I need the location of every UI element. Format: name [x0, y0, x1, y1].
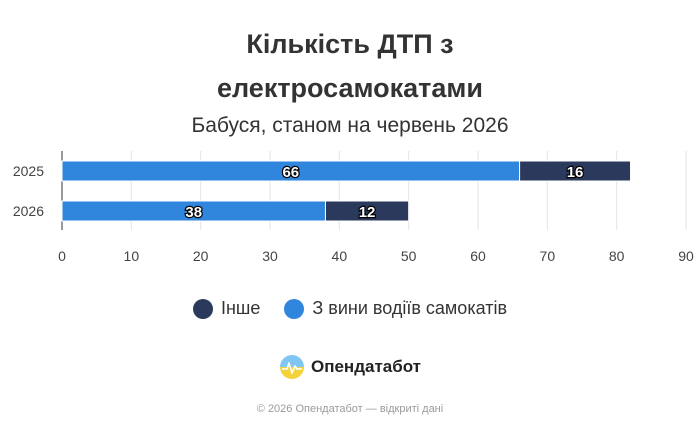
legend-swatch-other	[192, 298, 213, 319]
legend-swatch-drivers-fault	[284, 298, 305, 319]
chart-title-line-1: Кількість ДТП з	[246, 29, 454, 59]
x-tick-label-70: 70	[540, 248, 556, 264]
x-tick-label-40: 40	[332, 248, 348, 264]
opendatabot-logo-icon	[279, 355, 304, 379]
x-tick-label-10: 10	[124, 248, 140, 264]
bar-2026-series-1	[324, 200, 410, 222]
brand: Опендатабот	[0, 354, 700, 380]
footer-copyright: © 2026 Опендатабот — відкриті дані	[256, 403, 444, 415]
data-label-2025-series-0: 66	[282, 164, 299, 181]
chart-legend: Інше З вини водіїв самокатів	[0, 298, 700, 319]
x-tick-label-20: 20	[193, 248, 209, 264]
legend-item-other[interactable]: Інше	[192, 298, 261, 319]
chart-title-line-2: електросамокатами	[216, 73, 483, 103]
bar-chart: 0 10 20 30 40 50 60 70 80 90 2025 2026 66 16 38 12	[13, 151, 694, 264]
legend-label-other: Інше	[220, 298, 261, 318]
x-tick-label-90: 90	[678, 248, 694, 264]
data-label-2025-series-1: 16	[567, 164, 584, 181]
legend-label-drivers-fault: З вини водіїв самокатів	[312, 298, 508, 318]
brand-name: Опендатабот	[310, 357, 422, 376]
chart-subtitle: Бабуся, станом на червень 2026	[191, 114, 509, 137]
x-tick-label-80: 80	[609, 248, 625, 264]
data-label-2026-series-1: 12	[359, 204, 376, 221]
x-tick-label-60: 60	[470, 248, 486, 264]
category-label-2026: 2026	[13, 203, 44, 219]
x-tick-label-30: 30	[262, 248, 278, 264]
data-label-2026-series-0: 38	[185, 204, 202, 221]
category-label-2025: 2025	[13, 163, 44, 179]
x-tick-label-0: 0	[58, 248, 66, 264]
legend-item-drivers-fault[interactable]: З вини водіїв самокатів	[284, 298, 507, 319]
x-tick-label-50: 50	[401, 248, 417, 264]
bar-2025-series-1	[519, 160, 632, 182]
